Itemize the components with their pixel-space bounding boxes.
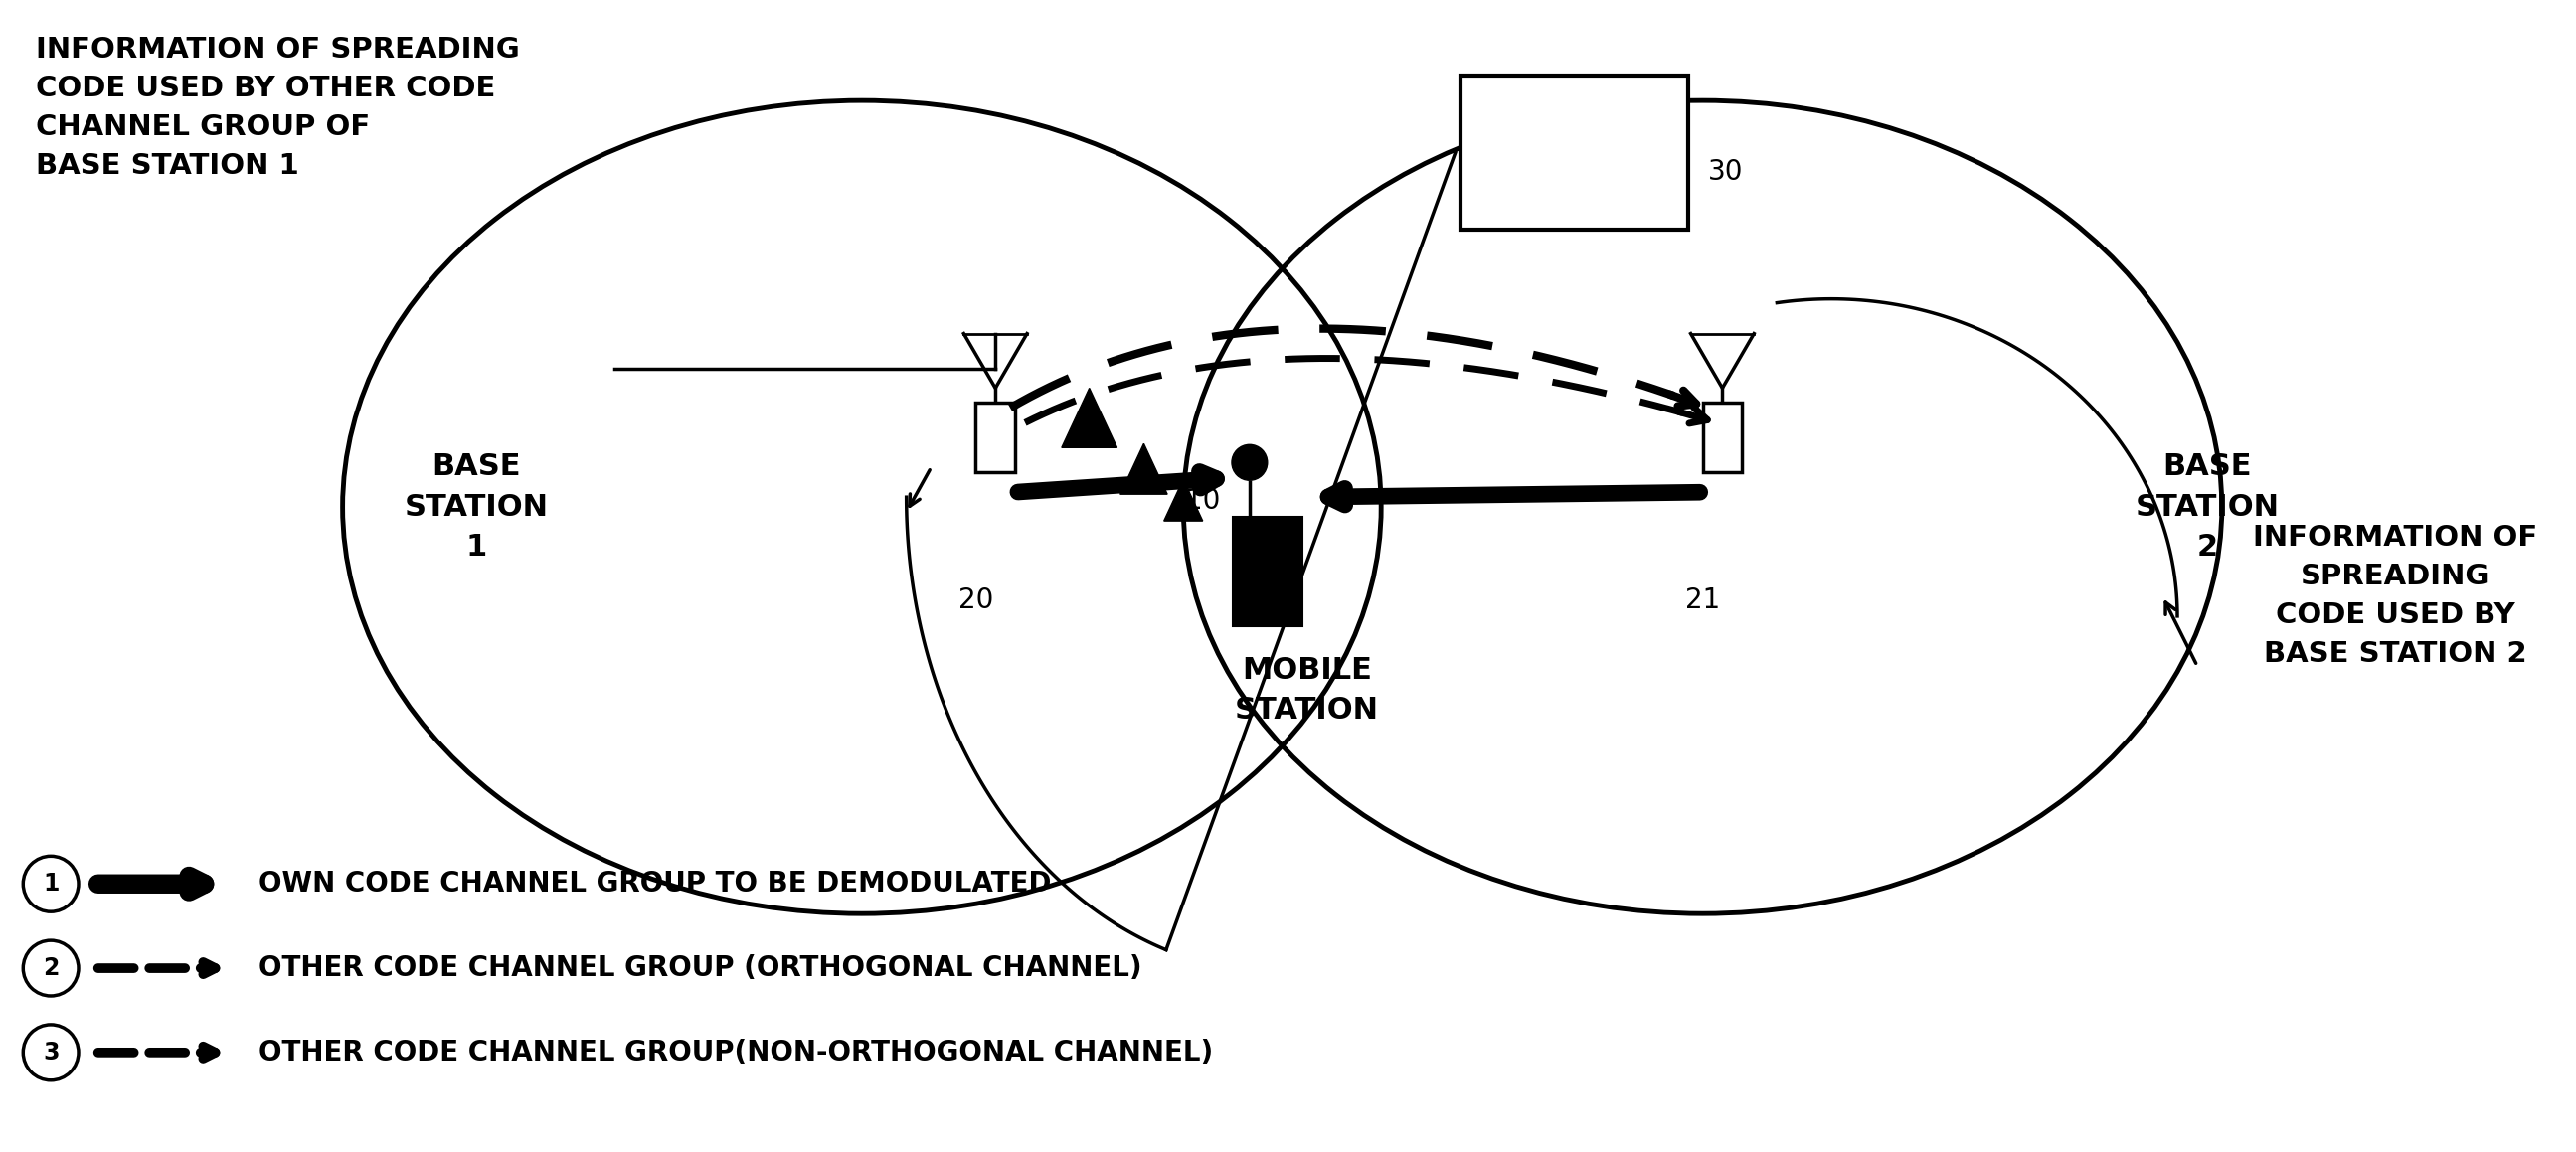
FancyBboxPatch shape [1703, 403, 1741, 472]
Text: OWN CODE CHANNEL GROUP TO BE DEMODULATED: OWN CODE CHANNEL GROUP TO BE DEMODULATED [258, 870, 1051, 897]
FancyBboxPatch shape [976, 403, 1015, 472]
Text: 21: 21 [1685, 586, 1721, 614]
Circle shape [1231, 445, 1267, 480]
Text: INFORMATION OF SPREADING
CODE USED BY OTHER CODE
CHANNEL GROUP OF
BASE STATION 1: INFORMATION OF SPREADING CODE USED BY OT… [36, 36, 520, 180]
FancyBboxPatch shape [1461, 76, 1687, 229]
Text: 10: 10 [1185, 487, 1221, 515]
Text: 3: 3 [44, 1040, 59, 1064]
Text: BASE
STATION
1: BASE STATION 1 [404, 453, 549, 562]
Text: 2: 2 [44, 956, 59, 980]
Polygon shape [1164, 479, 1203, 521]
Polygon shape [1061, 388, 1118, 448]
Text: OTHER CODE CHANNEL GROUP(NON-ORTHOGONAL CHANNEL): OTHER CODE CHANNEL GROUP(NON-ORTHOGONAL … [258, 1039, 1213, 1067]
Text: OTHER CODE CHANNEL GROUP (ORTHOGONAL CHANNEL): OTHER CODE CHANNEL GROUP (ORTHOGONAL CHA… [258, 954, 1141, 983]
Text: 30: 30 [1708, 159, 1744, 187]
Text: BASE
STATION
2: BASE STATION 2 [2136, 453, 2280, 562]
Text: 1: 1 [44, 872, 59, 896]
Text: INFORMATION OF
SPREADING
CODE USED BY
BASE STATION 2: INFORMATION OF SPREADING CODE USED BY BA… [2251, 524, 2537, 668]
Polygon shape [1121, 444, 1167, 494]
FancyBboxPatch shape [1234, 517, 1301, 626]
Text: 20: 20 [958, 586, 994, 614]
Text: MOBILE
STATION: MOBILE STATION [1234, 655, 1378, 725]
